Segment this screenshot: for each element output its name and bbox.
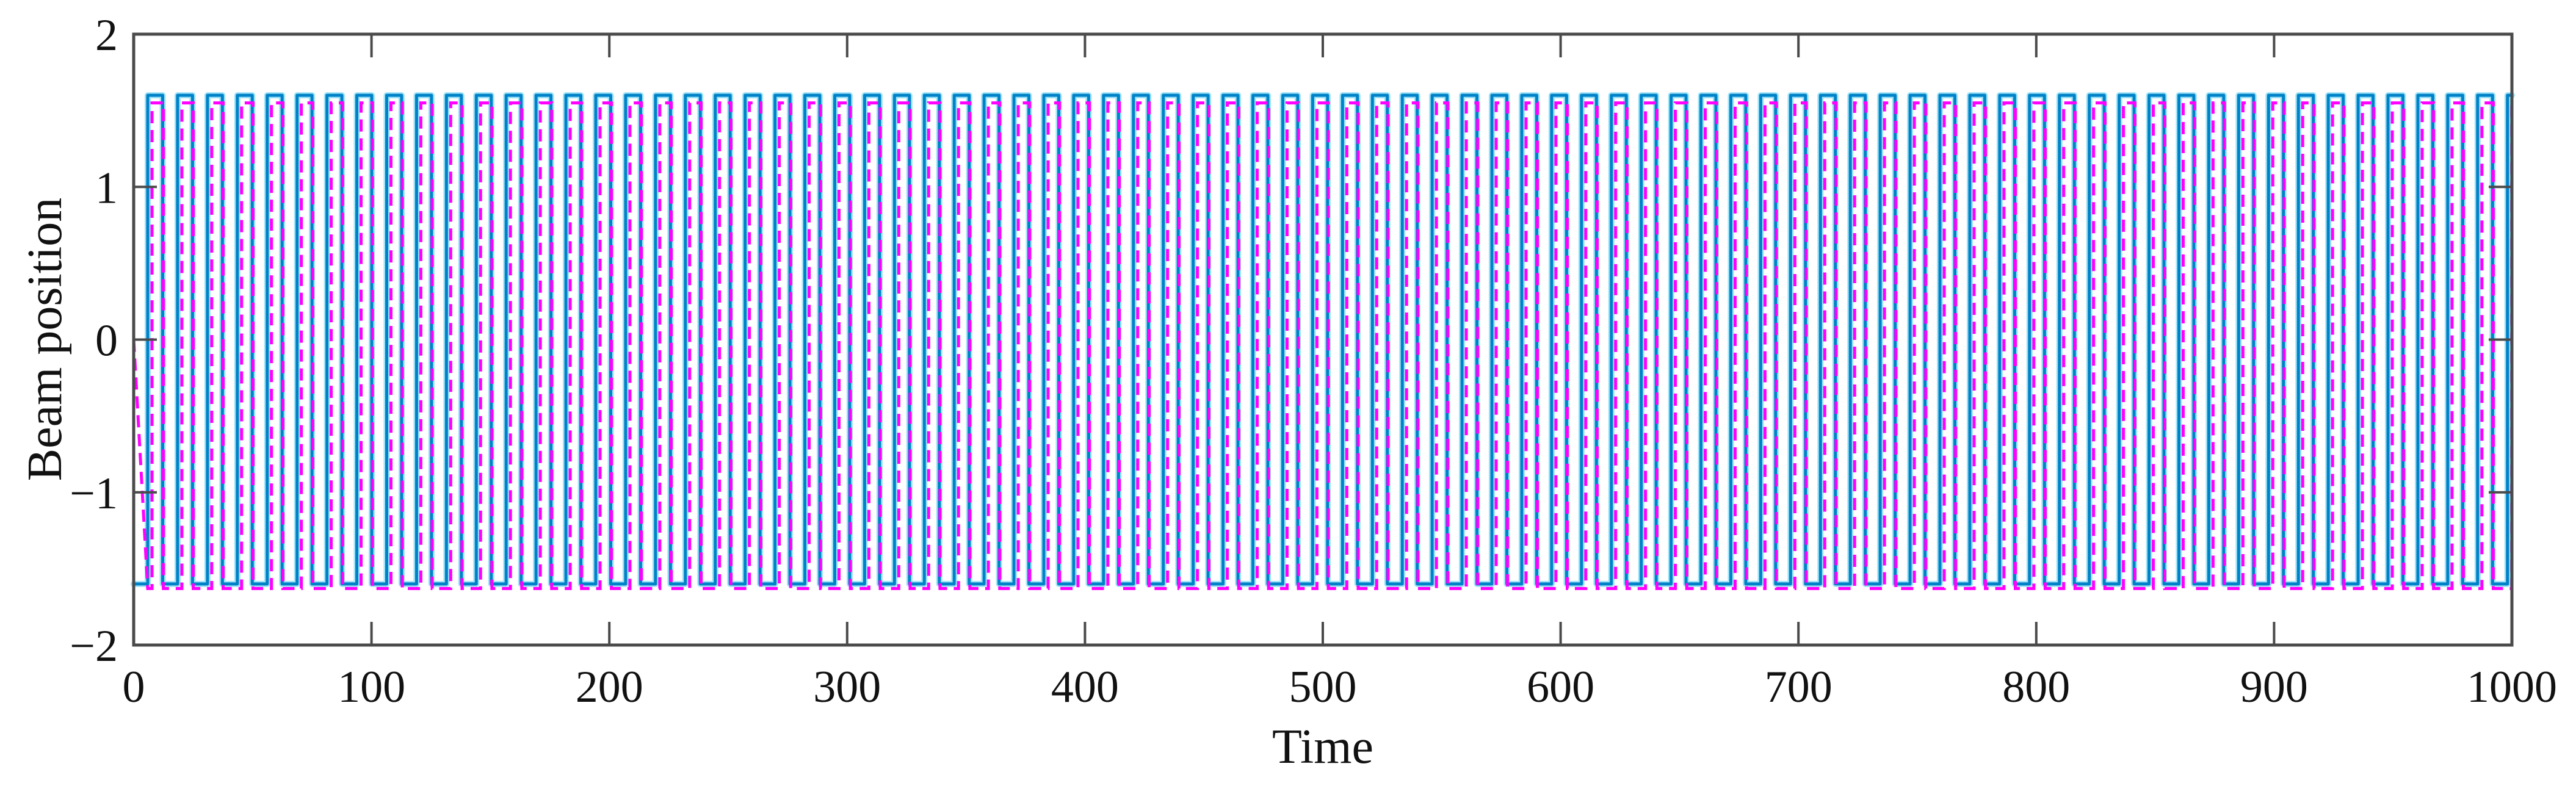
x-tick-label: 300 [813, 662, 881, 712]
y-axis-label: Beam position [18, 198, 72, 481]
y-tick-label: 0 [95, 316, 118, 366]
x-tick-label: 1000 [2467, 662, 2557, 712]
x-axis-ticks: 0 100 200 300 400 500 600 700 800 900 1000 [123, 34, 2557, 712]
x-tick-label: 400 [1051, 662, 1119, 712]
y-tick-label: 2 [95, 10, 118, 60]
y-tick-label: −2 [70, 621, 118, 671]
x-tick-label: 800 [2002, 662, 2070, 712]
y-tick-label: −1 [70, 469, 118, 519]
x-tick-label: 500 [1289, 662, 1357, 712]
y-axis-ticks: −2 −1 0 1 2 [70, 10, 2512, 671]
x-tick-label: 600 [1527, 662, 1594, 712]
x-tick-label: 100 [338, 662, 405, 712]
x-tick-label: 200 [576, 662, 643, 712]
x-axis-label: Time [1272, 720, 1373, 774]
x-tick-label: 900 [2240, 662, 2308, 712]
x-tick-label: 0 [123, 662, 145, 712]
y-tick-label: 1 [95, 163, 118, 213]
plot-area [131, 92, 2515, 590]
x-tick-label: 700 [1765, 662, 1833, 712]
series-beam-response-line [132, 101, 2514, 590]
